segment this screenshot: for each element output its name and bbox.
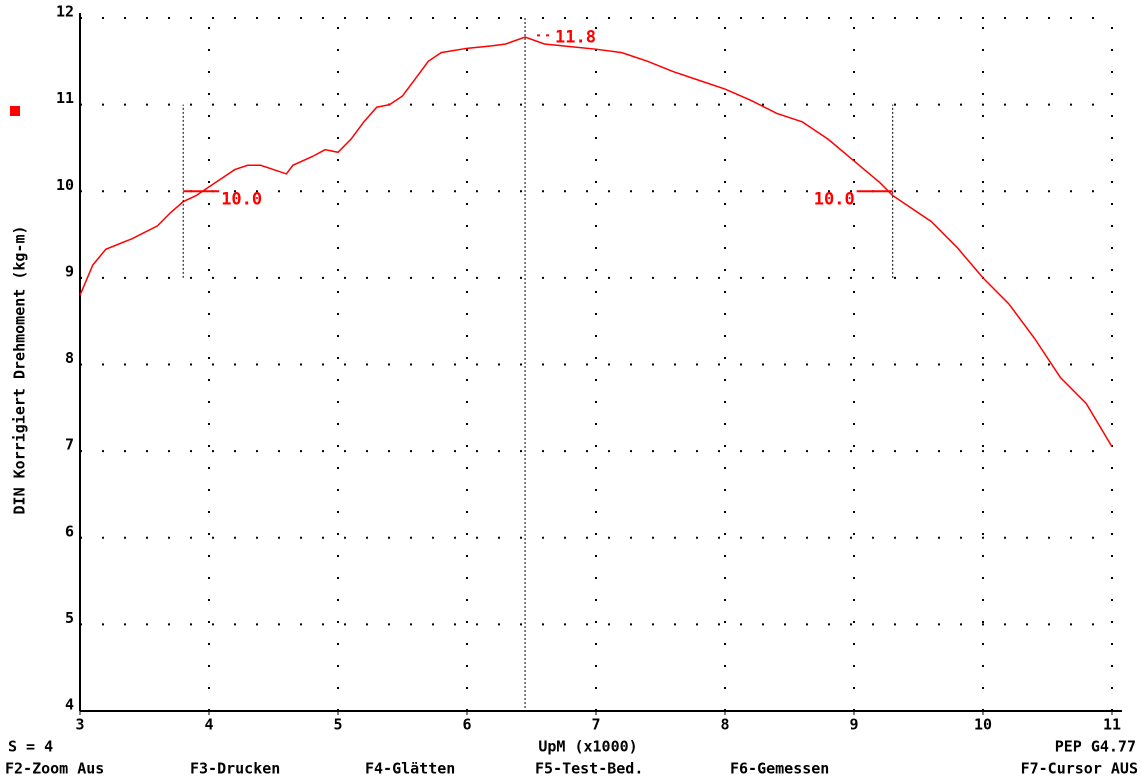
x-tick-label: 9 (849, 716, 858, 734)
function-key: F2-Zoom Aus (5, 760, 104, 778)
annotation-label: 11.8 (555, 27, 596, 47)
annotation-label: 10.0 (814, 189, 855, 209)
y-tick-label: 7 (65, 436, 74, 454)
y-tick-label: 9 (65, 262, 74, 280)
x-tick-label: 11 (1103, 716, 1121, 734)
x-tick-label: 10 (974, 716, 992, 734)
status-left: S = 4 (8, 738, 53, 756)
x-tick-label: 7 (591, 716, 600, 734)
line (79, 36, 1113, 448)
y-tick-label: 11 (56, 89, 74, 107)
status-right: PEP G4.77 (1055, 738, 1136, 756)
y-axis-label: DIN Korrigiert Drehmoment (kg-m) (11, 226, 29, 515)
y-tick-label: 12 (56, 3, 74, 21)
x-tick-label: 8 (720, 716, 729, 734)
y-tick-label: 6 (65, 522, 74, 540)
x-tick-label: 6 (462, 716, 471, 734)
function-key: F6-Gemessen (730, 760, 829, 778)
function-key: F7-Cursor AUS (1021, 760, 1138, 778)
x-tick-label: 3 (75, 716, 84, 734)
legend-marker (10, 106, 20, 116)
y-tick-label: 5 (65, 609, 74, 627)
annotation-label: 10.0 (221, 189, 262, 209)
function-key: F3-Drucken (190, 760, 280, 778)
x-tick-label: 5 (333, 716, 342, 734)
y-tick-label: 10 (56, 176, 74, 194)
function-key: F4-Glätten (365, 760, 455, 778)
x-axis-label: UpM (x1000) (538, 738, 637, 756)
y-tick-label: 8 (65, 349, 74, 367)
y-tick-label: 4 (65, 696, 74, 714)
function-key: F5-Test-Bed. (535, 760, 643, 778)
x-tick-label: 4 (204, 716, 213, 734)
